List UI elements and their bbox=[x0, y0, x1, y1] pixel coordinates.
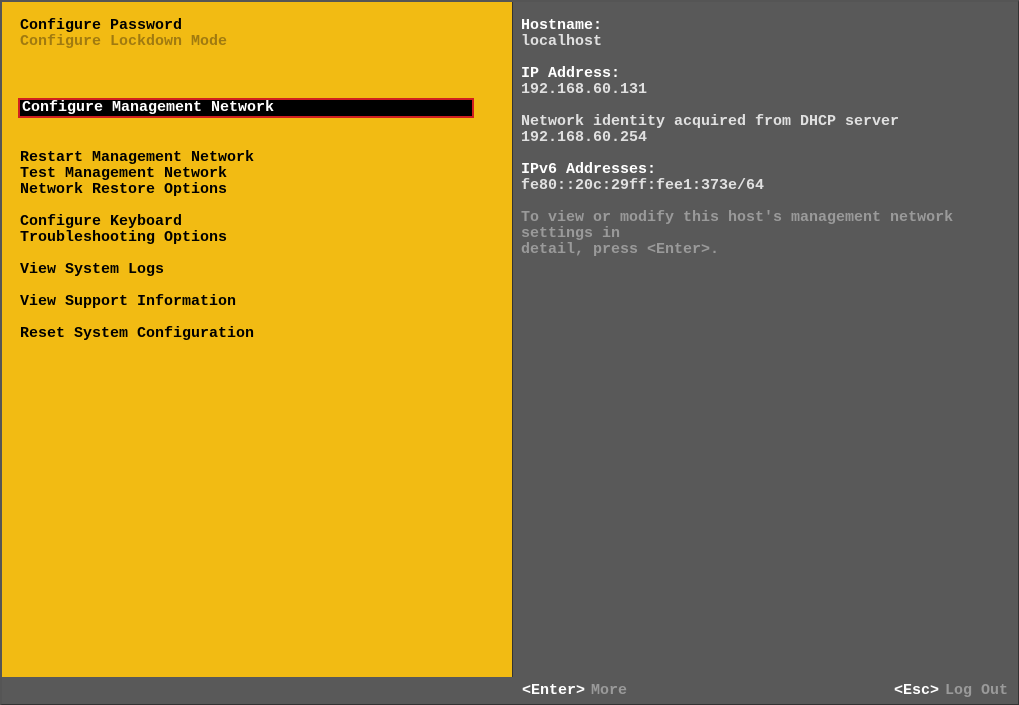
ip-address-value: 192.168.60.131 bbox=[521, 82, 1008, 98]
menu-view-system-logs[interactable]: View System Logs bbox=[20, 262, 494, 278]
footer-esc-hint: <Esc> Log Out bbox=[894, 682, 1008, 699]
hint-line-1: To view or modify this host's management… bbox=[521, 210, 1008, 242]
hostname-value: localhost bbox=[521, 34, 1008, 50]
footer-bar: <Enter> More <Esc> Log Out bbox=[0, 677, 1019, 705]
footer-enter-hint: <Enter> More bbox=[522, 682, 627, 699]
menu-network-restore-options[interactable]: Network Restore Options bbox=[20, 182, 494, 198]
hint-line-2: detail, press <Enter>. bbox=[521, 242, 1008, 258]
menu-configure-password[interactable]: Configure Password bbox=[20, 18, 494, 34]
menu-reset-system-configuration[interactable]: Reset System Configuration bbox=[20, 326, 494, 342]
footer-esc-action: Log Out bbox=[945, 682, 1008, 699]
ipv6-value: fe80::20c:29ff:fee1:373e/64 bbox=[521, 178, 1008, 194]
ipv6-label: IPv6 Addresses: bbox=[521, 162, 1008, 178]
menu-restart-management-network[interactable]: Restart Management Network bbox=[20, 150, 494, 166]
footer-esc-key: <Esc> bbox=[894, 682, 939, 699]
dhcp-info: Network identity acquired from DHCP serv… bbox=[521, 114, 1008, 146]
footer-enter-key: <Enter> bbox=[522, 682, 585, 699]
footer-enter-action: More bbox=[591, 682, 627, 699]
menu-selected-label: Configure Management Network bbox=[18, 98, 474, 118]
hostname-label: Hostname: bbox=[521, 18, 1008, 34]
menu-test-management-network[interactable]: Test Management Network bbox=[20, 166, 494, 182]
menu-configure-management-network-selected[interactable]: Configure Management Network bbox=[18, 66, 474, 150]
system-customization-menu: Configure Password Configure Lockdown Mo… bbox=[2, 2, 512, 677]
ip-address-label: IP Address: bbox=[521, 66, 1008, 82]
detail-panel: Hostname: localhost IP Address: 192.168.… bbox=[512, 2, 1018, 677]
menu-configure-keyboard[interactable]: Configure Keyboard bbox=[20, 214, 494, 230]
menu-troubleshooting-options[interactable]: Troubleshooting Options bbox=[20, 230, 494, 246]
menu-view-support-information[interactable]: View Support Information bbox=[20, 294, 494, 310]
menu-configure-lockdown-mode: Configure Lockdown Mode bbox=[20, 34, 494, 50]
